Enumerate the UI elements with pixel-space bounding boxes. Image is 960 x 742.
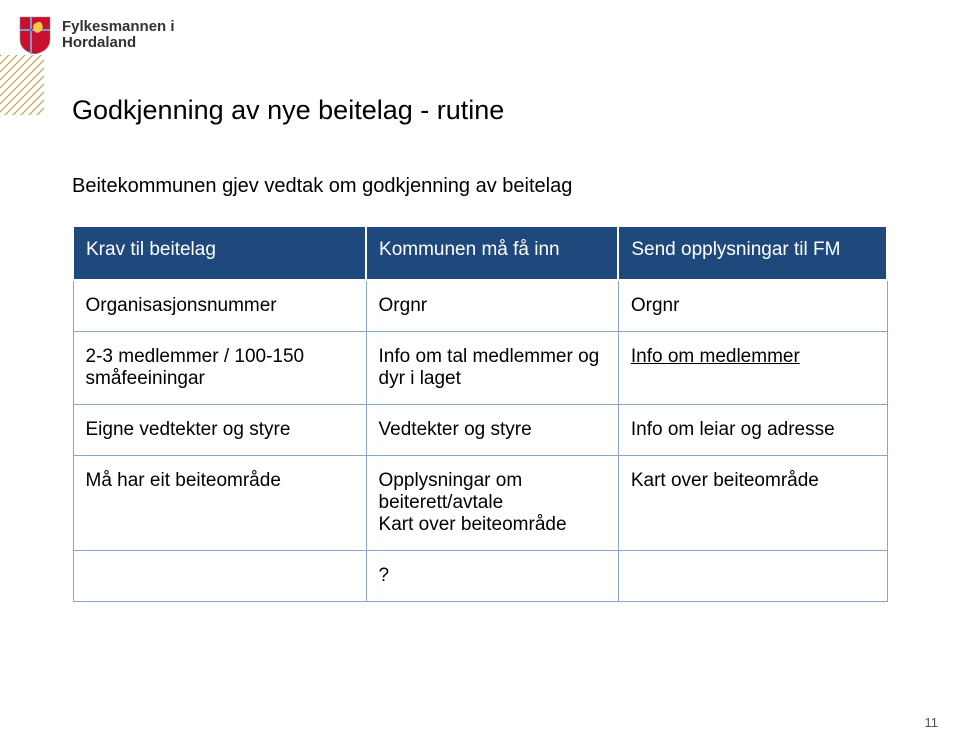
- slide-subtitle: Beitekommunen gjev vedtak om godkjenning…: [72, 175, 572, 198]
- table-cell: [618, 551, 887, 602]
- table-cell: 2-3 medlemmer / 100-150 småfeeiningar: [73, 332, 366, 405]
- table-header-row: Krav til beitelag Kommunen må få inn Sen…: [73, 226, 887, 280]
- col-header-krav: Krav til beitelag: [73, 226, 366, 280]
- table-cell: Orgnr: [366, 280, 618, 332]
- table-cell: Opplysningar om beiterett/avtaleKart ove…: [366, 456, 618, 551]
- col-header-kommunen: Kommunen må få inn: [366, 226, 618, 280]
- header: Fylkesmannen i Hordaland: [18, 15, 175, 55]
- slide-title: Godkjenning av nye beitelag - rutine: [72, 95, 504, 126]
- crest-icon: [18, 15, 52, 55]
- org-line1: Fylkesmannen i: [62, 19, 175, 35]
- table-cell: Vedtekter og styre: [366, 405, 618, 456]
- table-row: 2-3 medlemmer / 100-150 småfeeiningarInf…: [73, 332, 887, 405]
- table-cell: ?: [366, 551, 618, 602]
- requirements-table: Krav til beitelag Kommunen må få inn Sen…: [72, 225, 888, 602]
- table-cell: Eigne vedtekter og styre: [73, 405, 366, 456]
- table-cell: Må har eit beiteområde: [73, 456, 366, 551]
- org-line2: Hordaland: [62, 35, 175, 51]
- table-cell: Kart over beiteområde: [618, 456, 887, 551]
- table-cell: Info om medlemmer: [618, 332, 887, 405]
- table-cell: [73, 551, 366, 602]
- table-row: Eigne vedtekter og styreVedtekter og sty…: [73, 405, 887, 456]
- table-row: OrganisasjonsnummerOrgnrOrgnr: [73, 280, 887, 332]
- col-header-send: Send opplysningar til FM: [618, 226, 887, 280]
- table-cell: Orgnr: [618, 280, 887, 332]
- page-number: 11: [925, 715, 939, 730]
- table-row: Må har eit beiteområdeOpplysningar om be…: [73, 456, 887, 551]
- table-cell: Info om leiar og adresse: [618, 405, 887, 456]
- table-row: ?: [73, 551, 887, 602]
- table-cell: Info om tal medlemmer og dyr i laget: [366, 332, 618, 405]
- org-name: Fylkesmannen i Hordaland: [62, 19, 175, 51]
- table-cell: Organisasjonsnummer: [73, 280, 366, 332]
